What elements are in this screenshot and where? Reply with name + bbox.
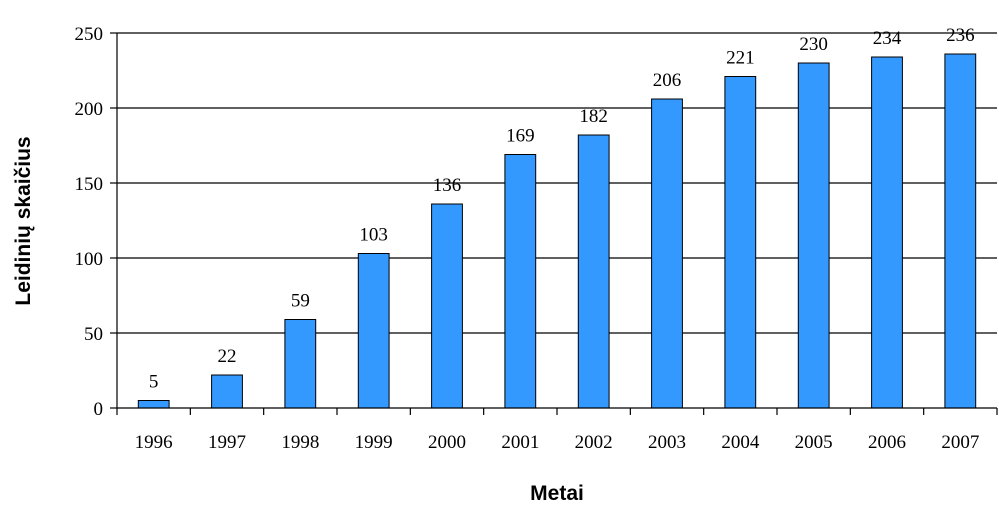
x-tick-label-1997: 1997 — [208, 432, 246, 453]
bar-2004 — [724, 76, 757, 409]
data-label-2006: 234 — [873, 28, 902, 49]
y-tick-label: 100 — [75, 249, 104, 270]
data-labels: 5 22 59 103 136 169 182 206 221 230 234 236 — [149, 25, 975, 393]
x-tick-label-1999: 1999 — [355, 432, 393, 453]
x-tick-label-2005: 2005 — [795, 432, 833, 453]
data-label-1997: 22 — [218, 346, 237, 367]
data-label-2000: 136 — [433, 175, 462, 196]
x-tick-label-1998: 1998 — [281, 432, 319, 453]
data-label-2003: 206 — [653, 70, 682, 91]
y-tick-label: 50 — [84, 324, 103, 345]
y-axis-title: Leidinių skaičius — [12, 136, 35, 305]
data-label-1999: 103 — [359, 225, 388, 246]
x-tick-label-2006: 2006 — [868, 432, 906, 453]
x-tick-label-2004: 2004 — [721, 432, 760, 453]
data-label-2004: 221 — [726, 48, 755, 69]
x-tick-label-1996: 1996 — [135, 432, 173, 453]
x-tick-label-2001: 2001 — [501, 432, 539, 453]
x-tick-label-2003: 2003 — [648, 432, 686, 453]
data-label-1998: 59 — [291, 291, 310, 312]
bar-2002 — [577, 134, 610, 409]
bar-1998 — [284, 319, 317, 409]
bar-1996 — [137, 400, 170, 409]
y-tick-label: 0 — [94, 399, 104, 420]
data-label-2007: 236 — [946, 25, 975, 46]
bars — [137, 53, 977, 409]
bar-2001 — [504, 154, 537, 409]
y-tick-label: 250 — [75, 24, 104, 45]
y-tick-label: 150 — [75, 174, 104, 195]
bar-1999 — [357, 253, 390, 409]
x-tick-label-2000: 2000 — [428, 432, 466, 453]
bar-1997 — [211, 374, 243, 409]
x-tick-label-2002: 2002 — [575, 432, 613, 453]
x-tick-label-2007: 2007 — [941, 432, 979, 453]
data-label-1996: 5 — [149, 372, 159, 393]
bar-2003 — [651, 98, 683, 409]
gridlines — [117, 32, 997, 334]
bar-2007 — [944, 53, 977, 409]
x-axis-title: Metai — [530, 482, 584, 505]
axes: 0 50 100 150 200 250 1996 1997 1998 1999 2000 2001 2… — [75, 24, 998, 453]
bar-2000 — [431, 203, 463, 409]
bar-2005 — [797, 62, 830, 409]
data-label-2001: 169 — [506, 126, 535, 147]
y-tick-label: 200 — [75, 99, 104, 120]
bar-2006 — [871, 56, 903, 409]
data-label-2002: 182 — [579, 106, 608, 127]
data-label-2005: 230 — [799, 34, 828, 55]
